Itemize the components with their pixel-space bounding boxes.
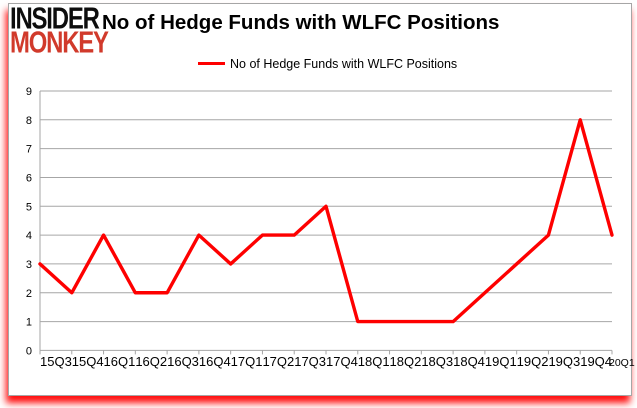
svg-text:7: 7 xyxy=(26,144,32,156)
svg-text:16Q1: 16Q1 xyxy=(104,354,136,369)
svg-text:15Q4: 15Q4 xyxy=(72,354,104,369)
svg-text:6: 6 xyxy=(26,173,32,185)
svg-text:16Q4: 16Q4 xyxy=(199,354,231,369)
svg-text:19Q3: 19Q3 xyxy=(548,354,580,369)
svg-text:17Q2: 17Q2 xyxy=(262,354,294,369)
svg-text:18Q2: 18Q2 xyxy=(390,354,422,369)
svg-text:5: 5 xyxy=(26,201,32,213)
svg-text:17Q3: 17Q3 xyxy=(294,354,326,369)
svg-text:17Q4: 17Q4 xyxy=(326,354,358,369)
svg-text:17Q1: 17Q1 xyxy=(231,354,263,369)
svg-text:19Q2: 19Q2 xyxy=(517,354,549,369)
svg-text:8: 8 xyxy=(26,115,32,127)
svg-text:18Q4: 18Q4 xyxy=(453,354,485,369)
svg-text:9: 9 xyxy=(26,86,32,98)
svg-text:16Q2: 16Q2 xyxy=(135,354,167,369)
svg-text:18Q1: 18Q1 xyxy=(358,354,390,369)
svg-text:20Q1: 20Q1 xyxy=(609,357,635,369)
svg-text:19Q1: 19Q1 xyxy=(485,354,517,369)
svg-text:16Q3: 16Q3 xyxy=(167,354,199,369)
svg-text:1: 1 xyxy=(26,317,32,329)
svg-text:2: 2 xyxy=(26,288,32,300)
svg-text:18Q3: 18Q3 xyxy=(421,354,453,369)
svg-text:4: 4 xyxy=(26,230,32,242)
svg-text:15Q3: 15Q3 xyxy=(40,354,72,369)
svg-text:19Q4: 19Q4 xyxy=(580,354,612,369)
svg-text:3: 3 xyxy=(26,259,32,271)
svg-text:0: 0 xyxy=(26,345,32,357)
